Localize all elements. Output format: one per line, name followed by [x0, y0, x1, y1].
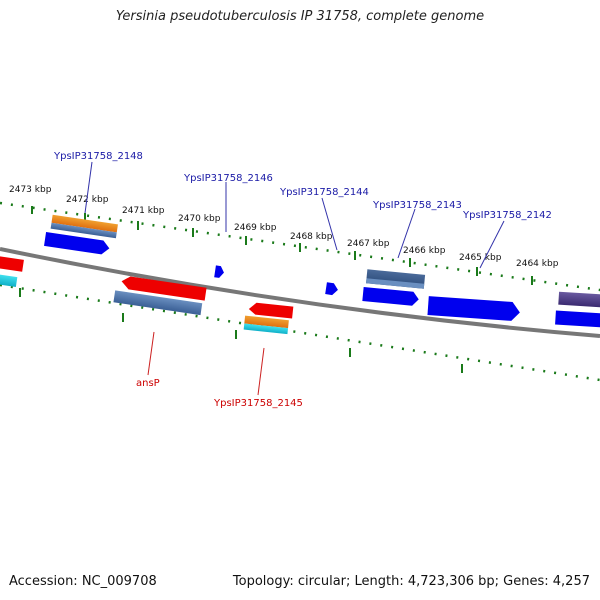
gene-label: YpsIP31758_2146 — [183, 173, 273, 184]
gene-label: YpsIP31758_2148 — [53, 151, 143, 162]
gene-label: YpsIP31758_2145 — [213, 398, 303, 409]
kbp-label: 2472 kbp — [66, 195, 109, 205]
cds-arrow-forward — [362, 287, 419, 306]
kbp-label: 2467 kbp — [347, 239, 390, 249]
gene-label: ansP — [136, 378, 160, 389]
kbp-label: 2468 kbp — [290, 232, 333, 242]
topology-text: Topology: circular; Length: 4,723,306 bp… — [232, 574, 590, 589]
cds-arrow-reverse — [248, 302, 294, 319]
cds-arrow-forward — [44, 232, 110, 255]
gene-feature-purple — [558, 291, 600, 308]
kbp-label: 2465 kbp — [459, 253, 502, 263]
cds-arrow-forward — [325, 282, 338, 296]
cds-bar-reverse — [0, 255, 24, 272]
genome-backbone — [0, 247, 600, 338]
ruler-major-ticks — [19, 206, 533, 373]
kbp-label: 2470 kbp — [178, 214, 221, 224]
forward-gene-labels: YpsIP31758_2148 YpsIP31758_2146 YpsIP317… — [53, 151, 552, 221]
gene-feature-cyan — [243, 323, 289, 335]
cds-bar-forward — [555, 310, 600, 328]
kbp-label: 2471 kbp — [122, 206, 165, 216]
gene-label: YpsIP31758_2142 — [462, 210, 552, 221]
gene-feature-bluegrey — [50, 222, 117, 239]
cds-arrow-reverse — [121, 276, 207, 301]
gene-feature-bluegrey — [113, 290, 203, 316]
cds-arrow-forward — [214, 265, 224, 278]
accession-text: Accession: NC_009708 — [9, 574, 157, 589]
reverse-strand-features — [0, 255, 294, 335]
ruler-dots — [0, 201, 600, 382]
kbp-label: 2466 kbp — [403, 246, 446, 256]
map-title: Yersinia pseudotuberculosis IP 31758, co… — [115, 9, 485, 24]
gene-label: YpsIP31758_2144 — [279, 187, 369, 198]
forward-strand-features — [44, 214, 600, 328]
leader-lines — [84, 161, 505, 396]
gene-feature-orange — [244, 315, 289, 329]
reverse-gene-labels: ansP YpsIP31758_2145 — [136, 378, 303, 409]
gene-feature-orange — [51, 214, 118, 233]
kbp-label: 2473 kbp — [9, 185, 52, 195]
gene-feature-cyan — [0, 273, 18, 288]
cds-arrow-forward — [427, 296, 520, 321]
kbp-label: 2464 kbp — [516, 259, 559, 269]
kbp-label: 2469 kbp — [234, 223, 277, 233]
gene-label: YpsIP31758_2143 — [372, 200, 462, 211]
ruler-labels: 2473 kbp 2472 kbp 2471 kbp 2470 kbp 2469… — [9, 185, 559, 269]
